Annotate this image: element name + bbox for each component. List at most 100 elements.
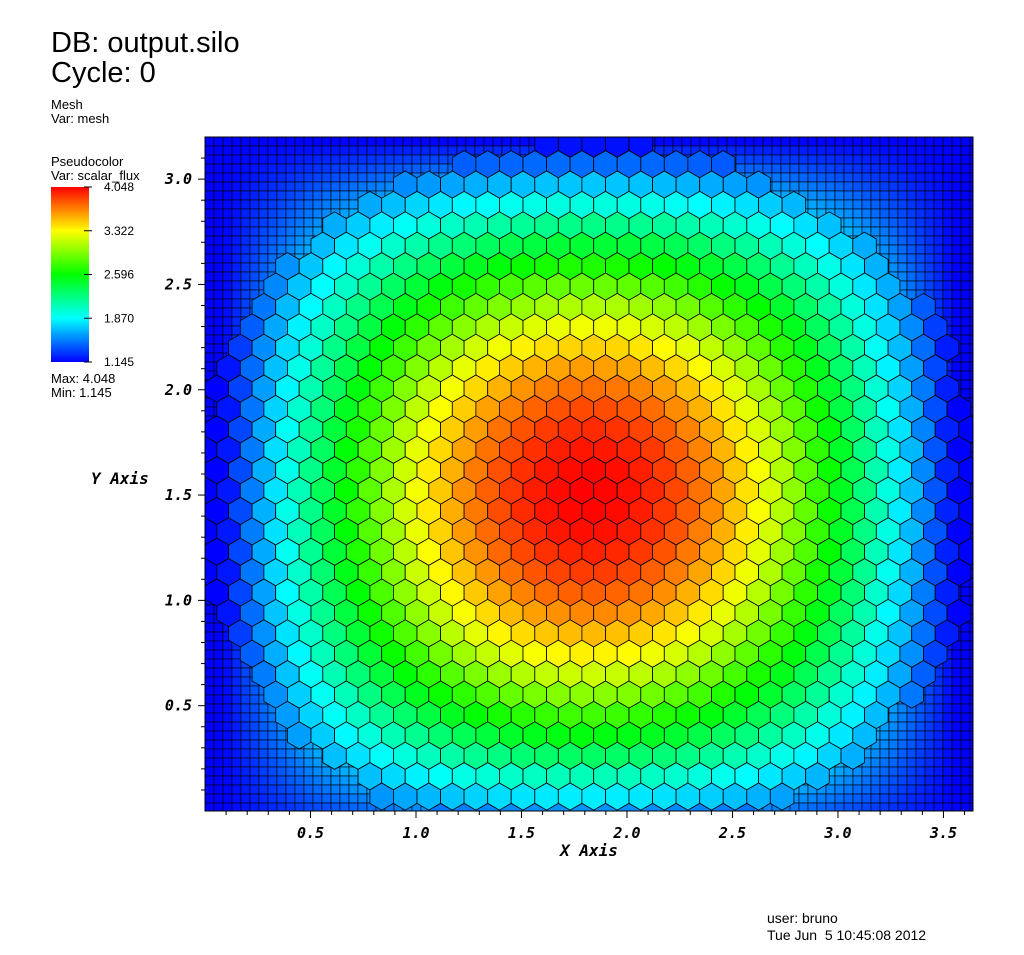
quad-cell [339,784,350,795]
quad-cell [213,703,224,714]
quad-cell [330,137,341,147]
quad-cell [429,163,440,174]
quad-cell [339,190,350,201]
quad-cell [330,172,341,183]
quad-cell [339,793,350,804]
quad-cell [267,739,278,750]
quad-cell [366,181,377,192]
quad-cell [231,217,242,228]
quad-cell [294,748,305,759]
quad-cell [222,163,233,174]
quad-cell [420,154,431,165]
quad-cell [717,137,728,147]
quad-cell [213,163,224,174]
quad-cell [240,280,251,291]
quad-cell [240,676,251,687]
quad-cell [231,145,242,156]
quad-cell [240,235,251,246]
quad-cell [276,181,287,192]
quad-cell [213,766,224,777]
quad-cell [312,190,323,201]
quad-cell [213,685,224,696]
quad-cell [348,172,359,183]
quad-cell [205,199,215,210]
quad-cell [771,181,782,192]
quad-cell [375,172,386,183]
quad-cell [213,244,224,255]
quad-cell [744,163,755,174]
quad-cell [276,172,287,183]
quad-cell [294,766,305,777]
quad-cell [205,352,215,363]
quad-cell [205,676,215,687]
quad-cell [276,163,287,174]
quad-cell [771,154,782,165]
quad-cell [258,748,269,759]
quad-cell [303,775,314,786]
quad-cell [312,172,323,183]
quad-cell [780,163,791,174]
quad-cell [654,137,665,147]
quad-cell [249,226,260,237]
quad-cell [205,289,215,300]
quad-cell [384,181,395,192]
quad-cell [240,730,251,741]
quad-cell [321,137,332,147]
quad-cell [222,307,233,318]
quad-cell [205,307,215,318]
quad-cell [205,163,215,174]
quad-cell [339,766,350,777]
quad-cell [456,137,467,147]
quad-cell [267,766,278,777]
quad-cell [285,748,296,759]
quad-cell [267,244,278,255]
quad-cell [240,757,251,768]
quad-cell [249,199,260,210]
quad-cell [321,784,332,795]
quad-cell [231,748,242,759]
quad-cell [213,649,224,660]
quad-cell [447,137,458,147]
quad-cell [510,137,521,147]
quad-cell [249,262,260,273]
quad-cell [294,199,305,210]
quad-cell [348,199,359,210]
quad-cell [249,712,260,723]
quad-cell [249,784,260,795]
quad-cell [303,217,314,228]
quad-cell [240,172,251,183]
quad-cell [249,217,260,228]
quad-cell [205,775,215,786]
quad-cell [312,784,323,795]
quad-cell [231,316,242,327]
quad-cell [258,730,269,741]
quad-cell [222,658,233,669]
legend-max-label: Max: 4.048 [51,371,116,386]
quad-cell [249,793,260,804]
quad-cell [240,748,251,759]
quad-cell [205,244,215,255]
quad-cell [205,721,215,732]
quad-cell [762,154,773,165]
quad-cell [285,172,296,183]
quad-cell [231,235,242,246]
quad-cell [240,667,251,678]
quad-cell [249,172,260,183]
quad-cell [240,199,251,210]
quad-cell [213,217,224,228]
quad-cell [258,775,269,786]
quad-cell [276,730,287,741]
quad-cell [294,757,305,768]
quad-cell [735,163,746,174]
quad-cell [222,784,233,795]
quad-cell [303,226,314,237]
quad-cell [240,784,251,795]
quad-cell [312,208,323,219]
quad-cell [447,145,458,156]
quad-cell [205,253,215,264]
quad-cell [249,181,260,192]
quad-cell [276,137,287,147]
quad-cell [366,163,377,174]
quad-cell [330,154,341,165]
quad-cell [348,137,359,147]
